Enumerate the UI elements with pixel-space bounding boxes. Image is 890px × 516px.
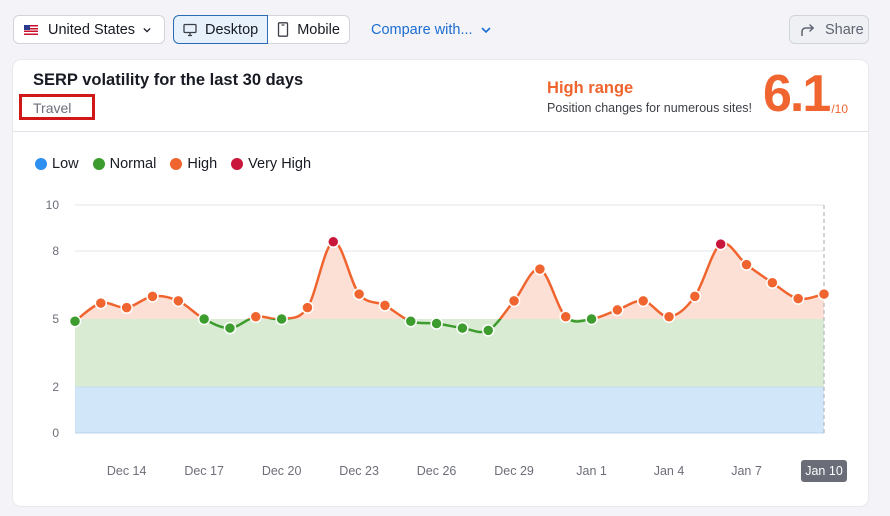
card-title: SERP volatility for the last 30 days (33, 71, 304, 89)
device-toggle: Desktop Mobile (173, 15, 350, 44)
legend-dot-icon (92, 158, 105, 170)
x-tick-label: Dec 26 (417, 464, 457, 478)
country-label: United States (48, 21, 136, 38)
legend-dot-icon (170, 158, 183, 170)
country-selector[interactable]: United States (13, 15, 165, 44)
volatility-card: SERP volatility for the last 30 days Tra… (13, 60, 868, 506)
data-point[interactable] (275, 312, 288, 326)
normal-band (75, 319, 824, 387)
us-flag-icon (24, 24, 38, 35)
toolbar: United States Desktop Mobile Compare wit… (13, 15, 890, 45)
card-header: SERP volatility for the last 30 days Tra… (13, 60, 868, 132)
data-point[interactable] (559, 310, 572, 323)
data-point[interactable] (791, 292, 805, 305)
legend-item-high[interactable]: High (170, 156, 217, 172)
legend-item-normal[interactable]: Normal (92, 156, 157, 172)
chevron-down-icon (481, 27, 490, 33)
x-tick-label: Dec 29 (494, 464, 534, 478)
data-point[interactable] (94, 296, 108, 310)
x-tick-label: Dec 23 (339, 464, 379, 478)
mobile-label: Mobile (297, 21, 340, 38)
legend-label: Low (52, 156, 79, 172)
data-point[interactable] (249, 310, 263, 323)
data-point[interactable] (456, 321, 469, 335)
desktop-icon (183, 23, 197, 36)
y-tick-label: 10 (46, 198, 60, 212)
data-point[interactable] (327, 235, 340, 249)
data-point[interactable] (146, 290, 159, 303)
compare-with-dropdown[interactable]: Compare with... (371, 15, 491, 44)
legend-dot-icon (35, 158, 47, 170)
range-description: Position changes for numerous sites! (547, 101, 752, 115)
y-tick-label: 0 (52, 426, 59, 440)
range-title: High range (547, 79, 634, 97)
data-point[interactable] (481, 324, 495, 337)
data-point[interactable] (352, 287, 366, 301)
y-tick-label: 8 (52, 244, 59, 258)
data-point[interactable] (662, 310, 676, 323)
data-point[interactable] (714, 237, 727, 251)
volatility-score: 6.1 /10 (763, 66, 848, 122)
data-point[interactable] (378, 299, 392, 312)
share-button[interactable]: Share (789, 15, 869, 44)
legend-dot-icon (231, 158, 244, 170)
legend-label: High (187, 156, 218, 172)
data-point[interactable] (766, 276, 779, 289)
volatility-chart[interactable]: 0 2 5 8 10 Dec 14 Dec 17 Dec 20 Dec 23 Dec 26 Dec … (13, 60, 868, 506)
x-tick-label: Jan 10 (805, 464, 843, 478)
data-point[interactable] (611, 303, 624, 317)
data-point[interactable] (172, 294, 185, 308)
mobile-button[interactable]: Mobile (268, 15, 350, 44)
data-point[interactable] (430, 317, 443, 330)
chevron-down-icon (143, 27, 151, 33)
range-summary: High range Position changes for numerous… (547, 79, 752, 115)
chart-legend: Low Normal High Very High (35, 156, 311, 172)
data-point[interactable] (68, 315, 82, 328)
x-tick-label: Dec 20 (262, 464, 302, 478)
data-point[interactable] (636, 294, 650, 308)
desktop-button[interactable]: Desktop (173, 15, 269, 44)
legend-item-low[interactable]: Low (35, 156, 79, 172)
data-point[interactable] (404, 315, 418, 328)
data-point[interactable] (120, 301, 133, 314)
share-label: Share (825, 21, 864, 38)
score-value: 6.1 (763, 65, 831, 123)
share-icon (801, 23, 814, 36)
y-tick-label: 2 (52, 380, 59, 394)
x-tick-label: Jan 4 (654, 464, 685, 478)
data-point[interactable] (817, 287, 831, 301)
data-point[interactable] (507, 294, 521, 308)
data-point[interactable] (197, 312, 211, 326)
volatility-line-normal (74, 319, 598, 334)
data-point[interactable] (223, 321, 237, 335)
x-tick-label: Dec 14 (107, 464, 147, 478)
legend-label: Very High (248, 156, 312, 172)
legend-label: Normal (109, 156, 157, 172)
category-label: Travel (19, 94, 95, 120)
score-max: /10 (831, 102, 848, 116)
data-point[interactable] (301, 301, 314, 314)
data-point[interactable] (533, 262, 547, 276)
low-band (75, 387, 824, 433)
compare-label: Compare with... (371, 21, 473, 38)
x-tick-label: Jan 7 (731, 464, 762, 478)
data-point[interactable] (688, 290, 702, 303)
y-tick-label: 5 (52, 312, 59, 326)
desktop-label: Desktop (205, 21, 259, 38)
highlighted-date-badge (801, 460, 847, 482)
x-tick-label: Dec 17 (184, 464, 224, 478)
high-area-fill (75, 241, 824, 319)
x-tick-label: Jan 1 (576, 464, 607, 478)
mobile-icon (278, 22, 289, 37)
data-point[interactable] (740, 258, 753, 271)
data-point[interactable] (585, 312, 598, 326)
legend-item-very-high[interactable]: Very High (231, 156, 311, 172)
